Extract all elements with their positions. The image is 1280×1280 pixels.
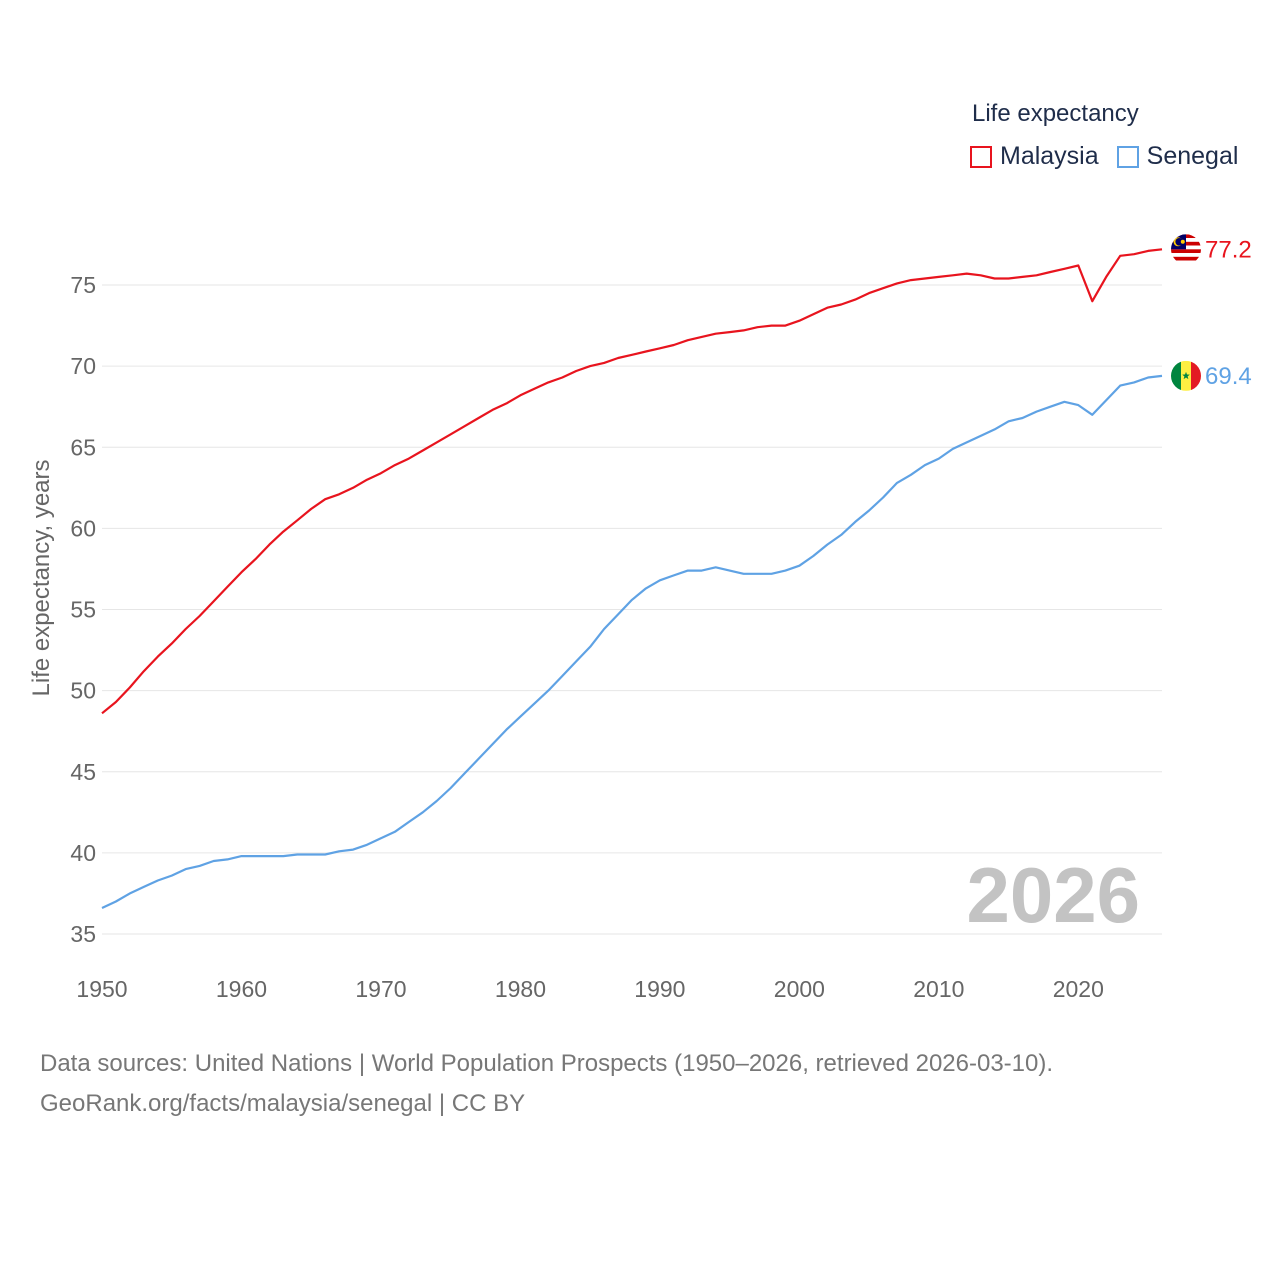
series-line-senegal bbox=[101, 374, 1163, 909]
url-line[interactable]: GeoRank.org/facts/malaysia/senegal | CC … bbox=[40, 1090, 526, 1117]
x-tick-label: 1970 bbox=[355, 976, 406, 1002]
legend-swatch-malaysia bbox=[970, 145, 992, 168]
grid-lines bbox=[102, 284, 1162, 935]
data-source-footer: Data sources: United Nations | World Pop… bbox=[40, 1044, 1053, 1124]
y-tick-label: 75 bbox=[70, 272, 96, 298]
end-labels: 77.2 69.4 bbox=[1171, 234, 1252, 391]
y-tick-label: 70 bbox=[70, 353, 96, 379]
x-tick-label: 2010 bbox=[913, 976, 964, 1002]
y-tick-label: 40 bbox=[70, 840, 96, 866]
source-line: Data sources: United Nations | World Pop… bbox=[40, 1050, 1054, 1077]
senegal-flag-icon bbox=[1171, 360, 1201, 391]
x-tick-label: 1980 bbox=[495, 976, 546, 1002]
y-tick-label: 45 bbox=[70, 759, 96, 785]
x-tick-label: 1960 bbox=[216, 976, 267, 1002]
y-tick-label: 55 bbox=[70, 597, 96, 623]
year-watermark: 2026 bbox=[966, 851, 1140, 939]
legend-label-senegal: Senegal bbox=[1146, 142, 1239, 170]
x-axis-ticks: 1950 1960 1970 1980 1990 2000 2010 2020 bbox=[76, 976, 1103, 1002]
x-tick-label: 1950 bbox=[76, 976, 127, 1002]
legend: Malaysia Senegal bbox=[970, 142, 1256, 171]
y-axis-label: Life expectancy, years bbox=[28, 459, 55, 697]
x-tick-label: 2020 bbox=[1053, 976, 1104, 1002]
y-axis-ticks: 35 40 45 50 55 60 65 70 75 bbox=[70, 272, 96, 947]
end-label-malaysia: 77.2 bbox=[1205, 236, 1252, 263]
malaysia-flag-icon bbox=[1171, 234, 1201, 265]
series-line-malaysia bbox=[101, 248, 1163, 715]
series-lines bbox=[101, 248, 1163, 909]
legend-item-malaysia[interactable]: Malaysia bbox=[970, 142, 1099, 171]
legend-item-senegal[interactable]: Senegal bbox=[1116, 142, 1239, 171]
x-tick-label: 1990 bbox=[634, 976, 685, 1002]
y-tick-label: 65 bbox=[70, 434, 96, 460]
y-tick-label: 35 bbox=[70, 921, 96, 947]
end-label-senegal: 69.4 bbox=[1205, 363, 1252, 390]
y-tick-label: 50 bbox=[70, 678, 96, 704]
legend-swatch-senegal bbox=[1116, 145, 1139, 168]
x-tick-label: 2000 bbox=[774, 976, 825, 1002]
legend-label-malaysia: Malaysia bbox=[1000, 142, 1099, 170]
legend-title: Life expectancy bbox=[972, 100, 1139, 127]
y-tick-label: 60 bbox=[70, 515, 96, 541]
